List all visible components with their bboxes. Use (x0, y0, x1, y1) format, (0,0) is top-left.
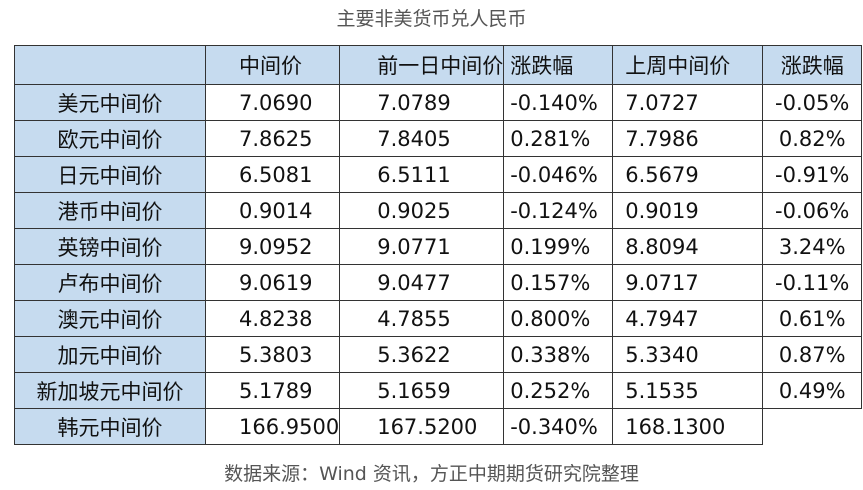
header-cell: 前一日中间价 (339, 45, 505, 85)
data-row: 卢布中间价 9.0619 9.0477 0.157% 9.0717 -0.11% (14, 264, 863, 301)
data-row: 加元中间价 5.3803 5.3622 0.338% 5.3340 0.87% (14, 336, 863, 373)
row-label: 欧元中间价 (14, 120, 206, 157)
cell: 9.0717 (612, 264, 764, 301)
header-cell: 中间价 (204, 45, 341, 85)
data-row: 日元中间价 6.5081 6.5111 -0.046% 6.5679 -0.91% (14, 156, 863, 193)
cell: 6.5081 (204, 156, 341, 193)
data-row: 澳元中间价 4.8238 4.7855 0.800% 4.7947 0.61% (14, 300, 863, 337)
cell: -0.046% (503, 156, 614, 193)
cell: 5.3803 (204, 336, 341, 373)
cell: 9.0619 (204, 264, 341, 301)
cell: 9.0771 (339, 228, 505, 265)
cell: 0.87% (762, 336, 863, 373)
rate-table: 中间价 前一日中间价 涨跌幅 上周中间价 涨跌幅 美元中间价 7.0690 7.0789 -0.… (14, 45, 863, 445)
cell: 0.9019 (612, 192, 764, 229)
header-cell: 上周中间价 (612, 45, 764, 85)
cell: 167.5200 (339, 408, 505, 445)
data-row: 英镑中间价 9.0952 9.0771 0.199% 8.8094 3.24% (14, 228, 863, 265)
row-label: 日元中间价 (14, 156, 206, 193)
row-label: 英镑中间价 (14, 228, 206, 265)
cell: 7.0727 (612, 84, 764, 121)
cell: 0.252% (503, 372, 614, 409)
cell: 7.0690 (204, 84, 341, 121)
cell: 6.5679 (612, 156, 764, 193)
cell: -0.340% (503, 408, 614, 445)
cell: 0.338% (503, 336, 614, 373)
cell: 0.9014 (204, 192, 341, 229)
cell: 166.9500 (204, 408, 341, 445)
cell: 168.1300 (612, 408, 764, 445)
cell: 9.0477 (339, 264, 505, 301)
row-label: 新加坡元中间价 (14, 372, 206, 409)
cell: -0.11% (762, 264, 863, 301)
cell: -0.05% (762, 84, 863, 121)
row-label: 美元中间价 (14, 84, 206, 121)
cell: 7.0789 (339, 84, 505, 121)
cell: 7.8625 (204, 120, 341, 157)
table-title: 主要非美货币兑人民币 (336, 8, 527, 30)
cell: -0.91% (762, 156, 863, 193)
row-label: 港币中间价 (14, 192, 206, 229)
cell: 0.49% (762, 372, 863, 409)
header-cell: 涨跌幅 (503, 45, 614, 85)
data-row: 欧元中间价 7.8625 7.8405 0.281% 7.7986 0.82% (14, 120, 863, 157)
cell: 8.8094 (612, 228, 764, 265)
cell: 7.7986 (612, 120, 764, 157)
row-label: 卢布中间价 (14, 264, 206, 301)
cell: -0.06% (762, 192, 863, 229)
header-cell: 涨跌幅 (762, 45, 863, 85)
cell: 5.1535 (612, 372, 764, 409)
cell: 4.7855 (339, 300, 505, 337)
cell: 4.8238 (204, 300, 341, 337)
cell: 5.1789 (204, 372, 341, 409)
cell: 6.5111 (339, 156, 505, 193)
cell: 3.24% (762, 228, 863, 265)
cell: 0.82% (762, 120, 863, 157)
header-cell (14, 45, 206, 85)
cell: -0.124% (503, 192, 614, 229)
cell: 0.199% (503, 228, 614, 265)
cell: 0.281% (503, 120, 614, 157)
cell: 5.3340 (612, 336, 764, 373)
header-row: 中间价 前一日中间价 涨跌幅 上周中间价 涨跌幅 (14, 45, 863, 85)
row-label: 澳元中间价 (14, 300, 206, 337)
data-row: 新加坡元中间价 5.1789 5.1659 0.252% 5.1535 0.49% (14, 372, 863, 409)
cell: 5.1659 (339, 372, 505, 409)
data-row: 韩元中间价 166.9500 167.5200 -0.340% 168.1300 (14, 408, 862, 445)
cell: 9.0952 (204, 228, 341, 265)
row-label: 加元中间价 (14, 336, 206, 373)
cell: 5.3622 (339, 336, 505, 373)
source-note: 数据来源：Wind 资讯，方正中期期货研究院整理 (224, 463, 639, 485)
cell: 4.7947 (612, 300, 764, 337)
row-label: 韩元中间价 (14, 408, 206, 445)
cell: 0.61% (762, 300, 863, 337)
cell: 7.8405 (339, 120, 505, 157)
data-row: 港币中间价 0.9014 0.9025 -0.124% 0.9019 -0.06% (14, 192, 863, 229)
cell: 0.9025 (339, 192, 505, 229)
cell: 0.157% (503, 264, 614, 301)
cell: 0.800% (503, 300, 614, 337)
data-row: 美元中间价 7.0690 7.0789 -0.140% 7.0727 -0.05% (14, 84, 863, 121)
cell: -0.140% (503, 84, 614, 121)
